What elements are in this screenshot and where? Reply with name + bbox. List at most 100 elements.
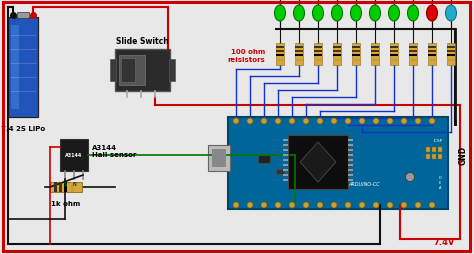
Ellipse shape — [312, 6, 323, 22]
Ellipse shape — [293, 6, 304, 22]
Text: D
E
A: D E A — [438, 176, 441, 189]
Bar — [426, 154, 430, 159]
Bar — [314, 60, 322, 62]
Bar — [352, 55, 360, 57]
Bar — [447, 51, 455, 53]
Ellipse shape — [370, 6, 381, 22]
Bar — [348, 149, 353, 151]
Bar — [447, 47, 455, 49]
Bar — [283, 139, 288, 141]
Text: Slide Switch: Slide Switch — [116, 37, 169, 46]
Ellipse shape — [389, 6, 400, 22]
Bar — [390, 47, 398, 49]
Bar — [314, 47, 322, 49]
Bar — [11, 26, 19, 109]
Bar — [348, 179, 353, 181]
Bar — [352, 47, 360, 49]
Bar — [447, 55, 455, 57]
Text: N: N — [72, 181, 76, 186]
Ellipse shape — [401, 119, 407, 124]
Bar — [314, 55, 322, 57]
Bar — [390, 51, 398, 53]
Bar — [348, 154, 353, 156]
Bar — [428, 60, 436, 62]
Bar — [333, 44, 341, 66]
Bar — [50, 182, 82, 192]
Ellipse shape — [415, 202, 421, 208]
Bar — [348, 145, 353, 146]
Bar — [59, 182, 62, 192]
Ellipse shape — [359, 202, 365, 208]
Bar — [121, 59, 135, 83]
Ellipse shape — [317, 119, 323, 124]
Bar — [352, 51, 360, 53]
Bar — [428, 51, 436, 53]
Ellipse shape — [415, 119, 421, 124]
Ellipse shape — [331, 119, 337, 124]
Ellipse shape — [274, 6, 285, 22]
Ellipse shape — [373, 202, 379, 208]
Bar — [119, 56, 145, 86]
Ellipse shape — [373, 119, 379, 124]
Bar — [333, 55, 341, 57]
Bar — [295, 60, 303, 62]
Bar — [333, 60, 341, 62]
Bar — [371, 44, 379, 66]
Bar — [428, 47, 436, 49]
Bar — [208, 146, 230, 171]
Ellipse shape — [427, 6, 438, 22]
Bar — [276, 60, 284, 62]
Bar — [60, 139, 88, 171]
Bar — [283, 159, 288, 161]
Ellipse shape — [247, 119, 253, 124]
Bar — [169, 60, 175, 82]
Bar — [390, 60, 398, 62]
Text: 1k ohm: 1k ohm — [51, 200, 81, 206]
Bar — [276, 47, 284, 49]
Bar — [314, 51, 322, 53]
Bar — [371, 55, 379, 57]
Bar — [276, 44, 284, 66]
Text: 100 ohm
reisistors: 100 ohm reisistors — [227, 49, 265, 62]
Ellipse shape — [289, 119, 295, 124]
Ellipse shape — [331, 6, 343, 22]
Ellipse shape — [387, 119, 393, 124]
Bar — [295, 44, 303, 66]
Bar — [348, 169, 353, 171]
Ellipse shape — [233, 202, 239, 208]
Bar — [54, 182, 57, 192]
Ellipse shape — [275, 119, 281, 124]
Ellipse shape — [359, 119, 365, 124]
Bar — [390, 55, 398, 57]
Bar — [409, 44, 417, 66]
Bar — [283, 154, 288, 156]
Bar — [409, 51, 417, 53]
Bar — [432, 147, 436, 152]
Bar — [432, 154, 436, 159]
Bar — [8, 18, 38, 118]
Bar — [71, 182, 74, 192]
Bar — [258, 155, 270, 163]
Ellipse shape — [303, 202, 309, 208]
Bar — [409, 55, 417, 57]
Text: A3144: A3144 — [65, 153, 82, 158]
Bar — [447, 44, 455, 66]
Bar — [283, 169, 288, 171]
Bar — [283, 179, 288, 181]
Text: 7.4 2S LiPo: 7.4 2S LiPo — [1, 125, 45, 132]
Bar — [333, 47, 341, 49]
Ellipse shape — [275, 202, 281, 208]
Ellipse shape — [401, 202, 407, 208]
Bar — [228, 118, 448, 209]
Text: A3144
Hall sensor: A3144 Hall sensor — [92, 145, 137, 158]
Bar — [283, 164, 288, 166]
Bar — [348, 139, 353, 141]
Text: 7.4V: 7.4V — [434, 237, 455, 246]
Bar — [371, 60, 379, 62]
Bar — [283, 145, 288, 146]
Ellipse shape — [446, 6, 456, 22]
Bar — [276, 55, 284, 57]
Bar — [390, 44, 398, 66]
Bar — [438, 147, 442, 152]
Bar — [371, 47, 379, 49]
